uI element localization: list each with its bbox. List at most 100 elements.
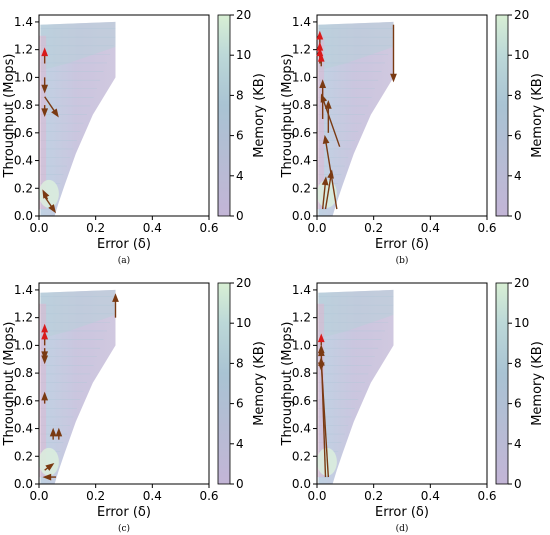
colorbar-tick-label: 8 [236,88,244,102]
y-tick-label: 1.4 [14,15,33,29]
colorbar-tick-label: 0 [514,209,522,223]
y-tick-label: 0.4 [14,422,33,436]
x-tick-label: 0.6 [477,489,496,503]
y-tick-label: 0.2 [292,449,311,463]
y-tick-label: 1.0 [292,338,311,352]
chart-panel-c: 0.0 0.2 0.4 0.6 0.0 0.2 0.4 0.6 0.8 1.0 1.2 1.4 Erro… [2,276,267,534]
x-tick-label: 0.4 [421,221,440,235]
y-tick-label: 1.4 [14,283,33,297]
y-tick-label: 0.4 [292,422,311,436]
y-tick-label: 1.4 [292,15,311,29]
colorbar-tick-label: 20 [514,276,529,290]
arrow-head [321,176,329,186]
y-tick-label: 0.2 [14,449,33,463]
panel-caption: (a) [118,255,130,266]
colorbar-tick-label: 8 [236,356,244,370]
arrow-head [41,84,49,94]
arrow-shaft [324,139,338,210]
colorbar-label: Memory (KB) [252,73,267,158]
x-axis-label: Error (δ) [97,237,151,252]
x-tick-label: 0.2 [86,221,105,235]
x-tick-label: 0.4 [421,489,440,503]
colorbar-label: Memory (KB) [530,341,545,426]
colorbar-tick-label: 4 [514,437,522,451]
y-tick-label: 0.0 [292,477,311,491]
x-tick-label: 0.0 [307,489,326,503]
memory-region-band [40,21,116,71]
colorbar-tick-label: 0 [236,209,244,223]
y-tick-label: 0.4 [14,154,33,168]
y-tick-label: 1.2 [292,311,311,325]
y-tick-label: 0.8 [14,366,33,380]
x-tick-label: 0.0 [29,221,48,235]
colorbar [217,14,231,217]
colorbar-tick-label: 10 [514,48,529,62]
y-tick-label: 0.8 [14,98,33,112]
y-tick-label: 0.4 [292,154,311,168]
colorbar-tick-label: 10 [514,316,529,330]
arrow-head [51,108,59,118]
low-error-strip [317,303,325,478]
x-tick-label: 0.6 [199,489,218,503]
arrow-shaft [320,361,330,478]
x-tick-label: 0.6 [199,221,218,235]
arrow-head [41,391,49,401]
colorbar-tick-label: 10 [236,48,251,62]
y-tick-label: 1.2 [292,43,311,57]
colorbar-tick-label: 20 [236,276,251,290]
y-axis-label: Throughput (Mops) [280,322,295,447]
y-tick-label: 0.0 [14,209,33,223]
memory-region [318,289,394,484]
arrow-head [45,463,55,471]
y-tick-label: 0.0 [14,477,33,491]
memory-region-band [40,289,116,339]
colorbar [495,282,509,485]
y-tick-label: 1.0 [292,70,311,84]
arrow-head [316,41,324,51]
y-tick-label: 0.2 [14,181,33,195]
panel-caption: (c) [118,523,130,534]
x-tick-label: 0.2 [364,489,383,503]
colorbar-tick-label: 8 [514,356,522,370]
arrow-head [42,473,52,481]
memory-region-band [318,289,394,339]
memory-region [318,21,394,217]
memory-region [40,21,116,217]
arrow-head [49,427,57,437]
y-axis-label: Throughput (Mops) [2,322,17,447]
colorbar-label: Memory (KB) [252,341,267,426]
y-axis-label: Throughput (Mops) [280,54,295,179]
arrow-head [317,333,325,343]
arrow-head [41,47,49,57]
memory-region-band [318,21,394,71]
y-tick-label: 1.4 [292,283,311,297]
low-error-strip [39,35,47,210]
x-tick-label: 0.2 [364,221,383,235]
colorbar-tick-label: 20 [236,8,251,22]
colorbar-tick-label: 6 [514,129,522,143]
y-tick-label: 0.2 [292,181,311,195]
colorbar-tick-label: 6 [514,397,522,411]
arrow-head [41,108,49,118]
colorbar-tick-label: 20 [514,8,529,22]
chart-panel-b: 0.0 0.2 0.4 0.6 0.0 0.2 0.4 0.6 0.8 1.0 1.2 1.4 Erro… [280,8,545,266]
colorbar-tick-label: 4 [514,169,522,183]
arrow-head [48,204,56,214]
arrow-head [316,30,324,40]
arrow-head [317,52,325,62]
y-tick-label: 1.2 [14,311,33,325]
low-error-strip [317,35,325,210]
axes-frame [38,282,210,485]
colorbar-tick-label: 6 [236,129,244,143]
x-axis-label: Error (δ) [375,237,429,252]
high-memory-cluster [38,447,59,476]
y-tick-label: 0.8 [292,98,311,112]
y-tick-label: 1.0 [14,338,33,352]
colorbar-tick-label: 10 [236,316,251,330]
high-memory-cluster [316,179,337,208]
panel-caption: (b) [396,255,409,266]
arrow-shaft [322,97,341,147]
y-tick-label: 0.6 [292,126,311,140]
x-axis-label: Error (δ) [97,505,151,520]
